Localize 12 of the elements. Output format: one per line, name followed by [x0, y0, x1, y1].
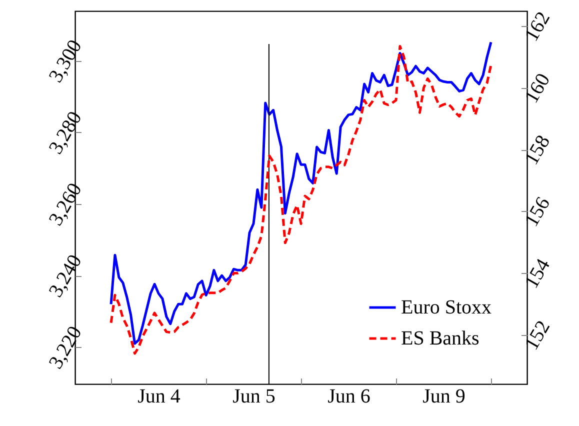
legend-label: ES Banks	[401, 328, 480, 350]
y2-tick-label: 154	[520, 255, 555, 292]
y2-tick-label: 152	[520, 316, 555, 354]
y2-tick-label: 156	[520, 193, 555, 230]
x-tick-label: Jun 4	[138, 386, 180, 408]
x-tick-label: Jun 9	[422, 386, 466, 408]
y2-tick-label: 158	[520, 132, 555, 169]
y2-tick-label: 162	[520, 8, 555, 46]
legend-label: Euro Stoxx	[401, 296, 492, 318]
y2-tick-label: 160	[520, 70, 555, 107]
x-tick-label: Jun 6	[328, 386, 370, 408]
x-tick-label: Jun 5	[232, 386, 276, 408]
